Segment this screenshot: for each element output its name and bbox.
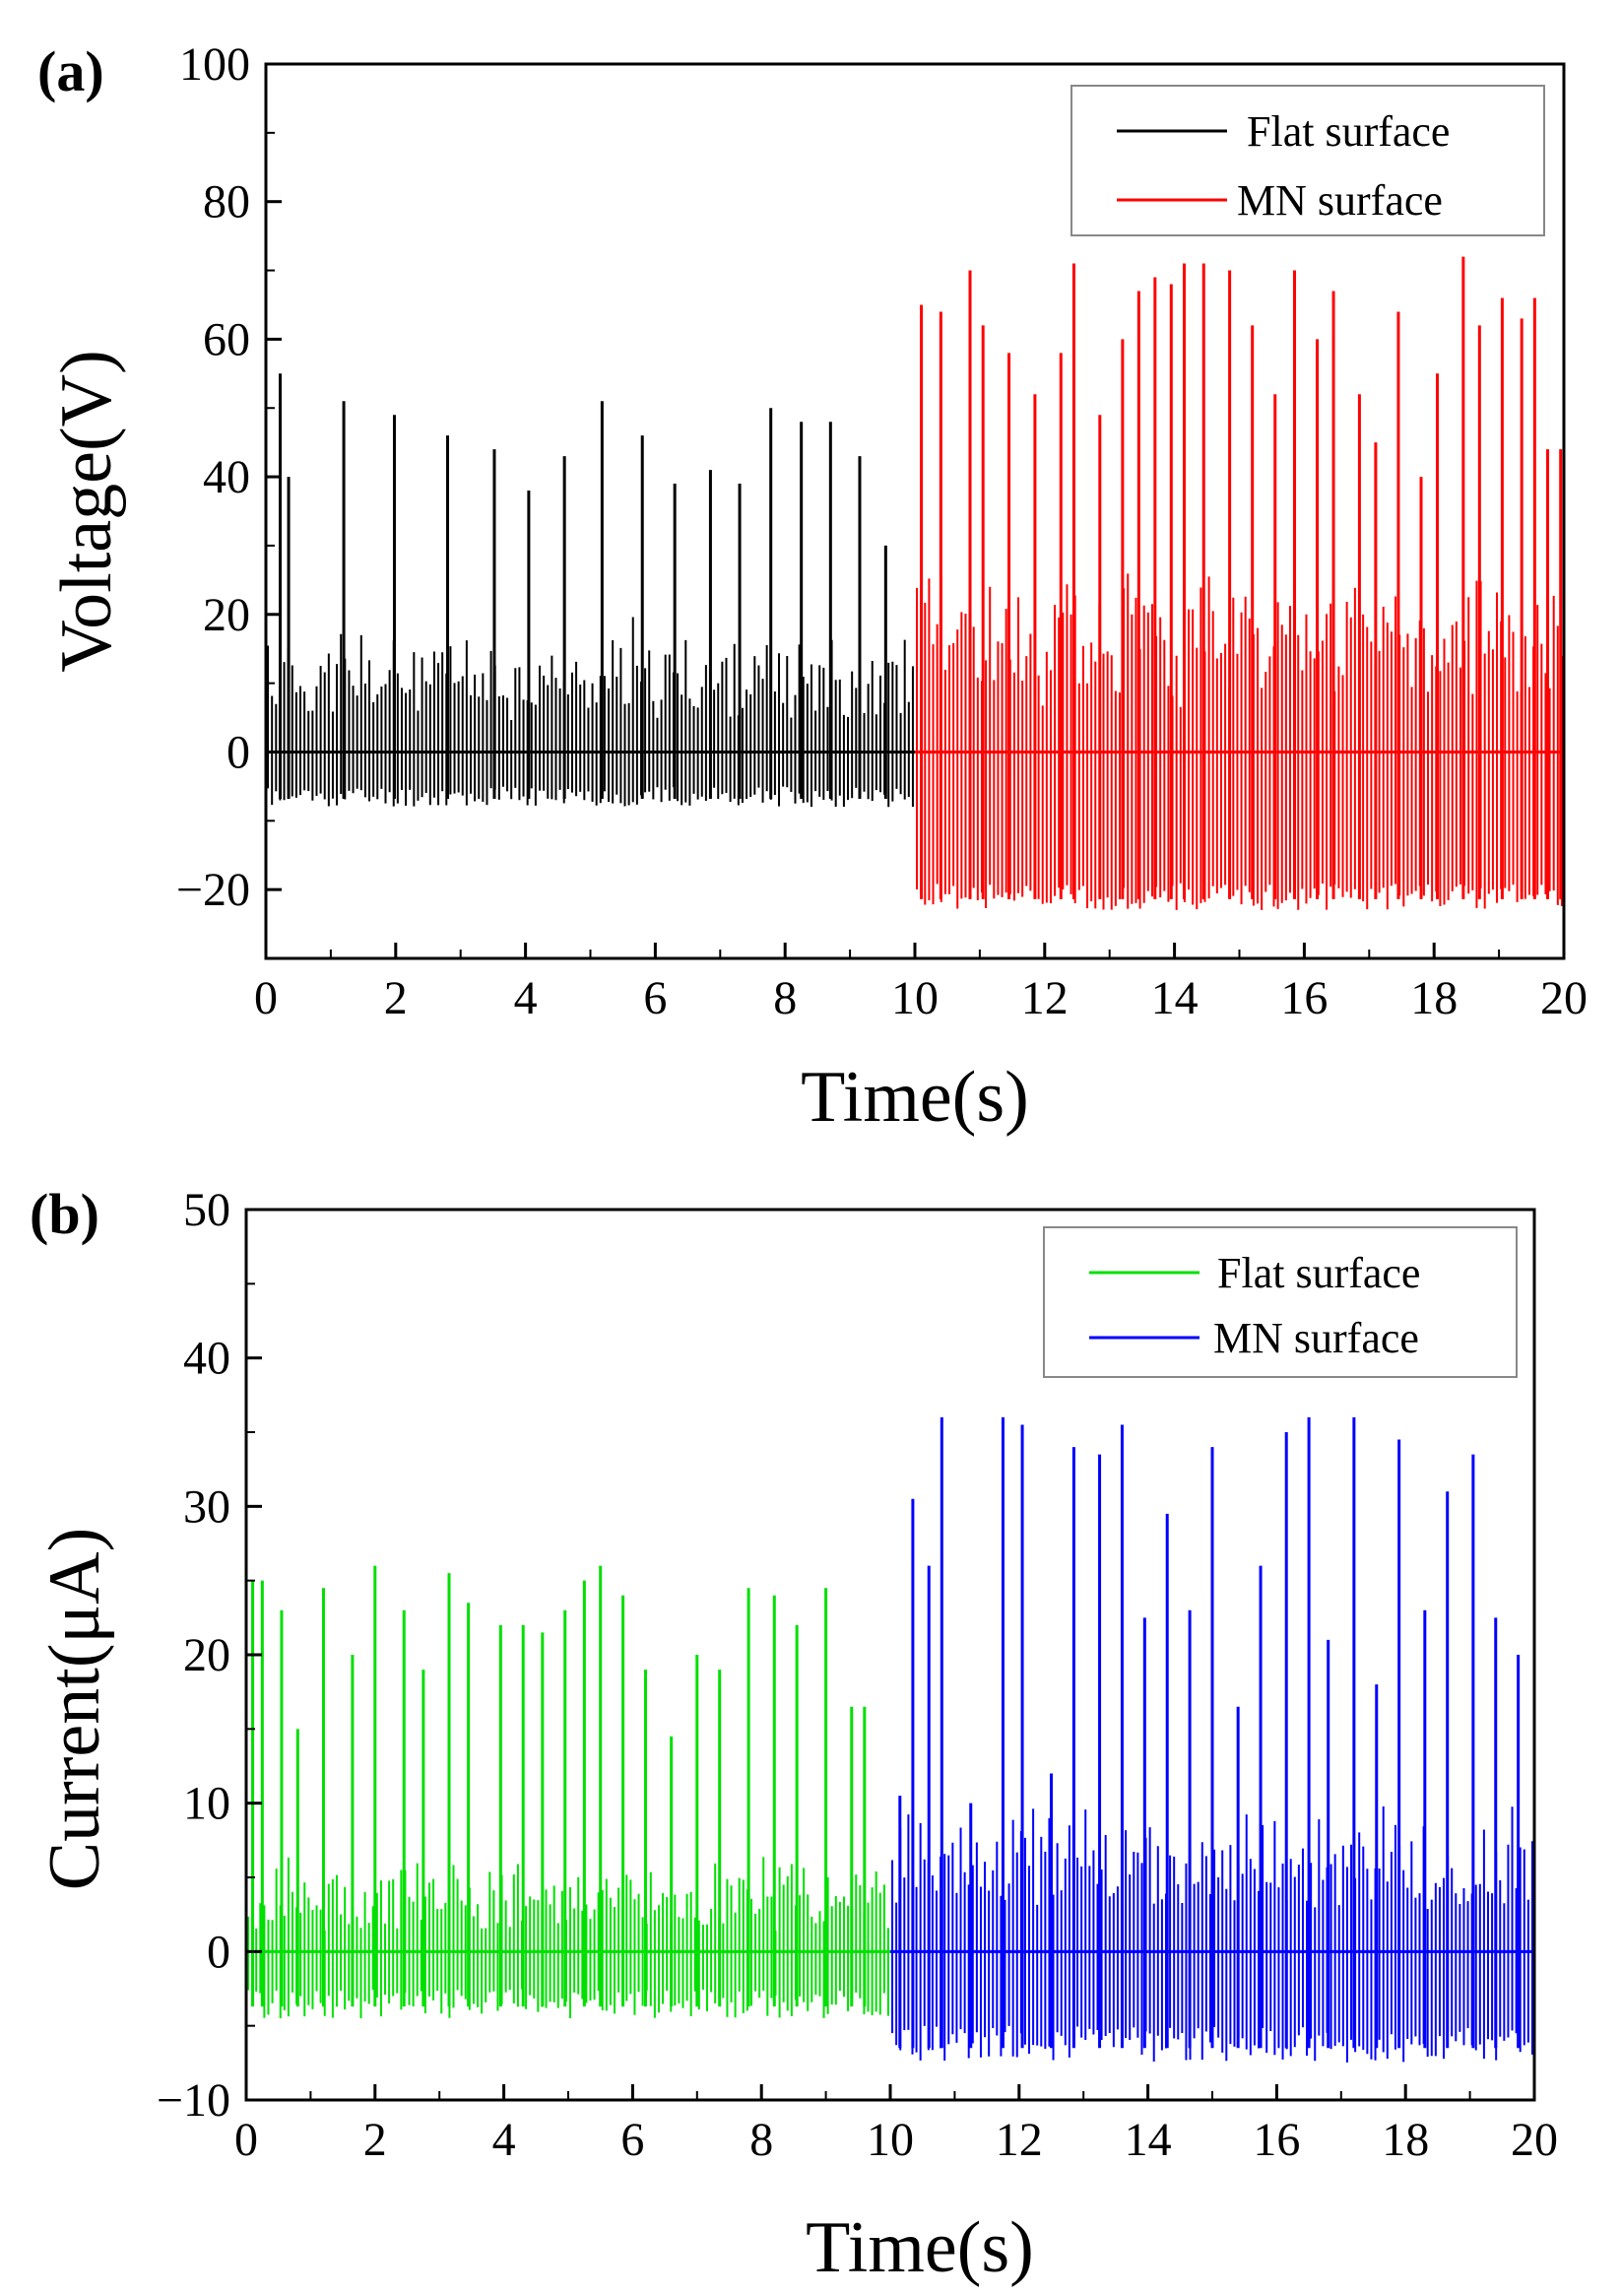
current-y-tick-label: 50 xyxy=(183,1184,230,1236)
current-y-tick-label: 40 xyxy=(183,1333,230,1385)
current-x-tick-label: 2 xyxy=(363,2114,387,2166)
voltage-traces xyxy=(266,256,1564,910)
voltage-x-axis-title: Time(s) xyxy=(801,1057,1029,1138)
current-x-tick-label: 4 xyxy=(492,2114,516,2166)
voltage-x-tick-label: 12 xyxy=(1021,972,1069,1024)
voltage-x-tick-label: 10 xyxy=(891,972,939,1024)
current-traces xyxy=(246,1416,1534,2063)
voltage-x-tick-label: 18 xyxy=(1410,972,1458,1024)
voltage-x-tick-label: 8 xyxy=(773,972,797,1024)
current-x-tick-label: 8 xyxy=(749,2114,773,2166)
voltage-x-tick-label: 4 xyxy=(514,972,538,1024)
panel-label-b: (b) xyxy=(30,1182,99,1246)
current-series-mn-surface xyxy=(890,1416,1534,2063)
current-series-flat-surface xyxy=(246,1565,890,2019)
voltage-y-tick-label: 80 xyxy=(203,176,250,229)
voltage-y-tick-label: 60 xyxy=(203,313,250,365)
voltage-series-mn-surface xyxy=(915,256,1564,910)
voltage-y-tick-label: 20 xyxy=(203,589,250,641)
voltage-legend: Flat surface MN surface xyxy=(1070,85,1545,236)
current-y-axis-title: Current(μA) xyxy=(34,1528,115,1890)
voltage-panel: 0 2 4 6 8 10 12 14 16 18 20 −20 0 20 40 60 80 100 (a) Tim… xyxy=(37,38,1588,1138)
voltage-x-tick-label: 0 xyxy=(254,972,278,1024)
voltage-y-axis-title: Voltage(V) xyxy=(46,350,127,672)
voltage-y-tick-label: 40 xyxy=(203,451,250,503)
current-x-tick-label: 20 xyxy=(1511,2114,1558,2166)
voltage-y-tick-label: 100 xyxy=(179,38,250,91)
legend-label-flat-surface: Flat surface xyxy=(1247,107,1450,156)
voltage-x-tick-label: 16 xyxy=(1280,972,1328,1024)
current-x-tick-label: 0 xyxy=(234,2114,258,2166)
current-x-tick-label: 10 xyxy=(867,2114,914,2166)
current-x-tick-label: 12 xyxy=(996,2114,1043,2166)
current-x-tick-label: 18 xyxy=(1382,2114,1429,2166)
voltage-x-tick-label: 2 xyxy=(384,972,408,1024)
current-y-tick-label: −10 xyxy=(157,2074,230,2127)
current-y-tick-label: 30 xyxy=(183,1480,230,1533)
current-x-tick-label: 16 xyxy=(1253,2114,1300,2166)
current-plot-frame xyxy=(244,1208,1536,2102)
current-legend: Flat surface MN surface xyxy=(1043,1226,1518,1378)
voltage-x-tick-label: 20 xyxy=(1540,972,1588,1024)
voltage-x-tick-label: 6 xyxy=(643,972,667,1024)
voltage-y-tick-label: −20 xyxy=(176,864,250,916)
voltage-legend-box xyxy=(1070,85,1545,236)
legend-label-flat-surface: Flat surface xyxy=(1217,1249,1420,1297)
legend-label-mn-surface: MN surface xyxy=(1237,176,1443,225)
current-y-tick-label: 10 xyxy=(183,1778,230,1830)
current-x-tick-label: 6 xyxy=(620,2114,644,2166)
current-legend-box xyxy=(1043,1226,1518,1378)
current-y-tick-label: 0 xyxy=(207,1926,230,1978)
voltage-y-tick-label: 0 xyxy=(227,726,250,778)
voltage-x-tick-label: 14 xyxy=(1151,972,1199,1024)
voltage-plot-frame xyxy=(264,62,1566,960)
legend-label-mn-surface: MN surface xyxy=(1213,1314,1419,1362)
current-x-axis-title: Time(s) xyxy=(806,2207,1034,2288)
current-y-tick-label: 20 xyxy=(183,1629,230,1681)
voltage-series-flat-surface xyxy=(266,373,915,808)
current-x-tick-label: 14 xyxy=(1125,2114,1172,2166)
panel-label-a: (a) xyxy=(37,39,104,103)
